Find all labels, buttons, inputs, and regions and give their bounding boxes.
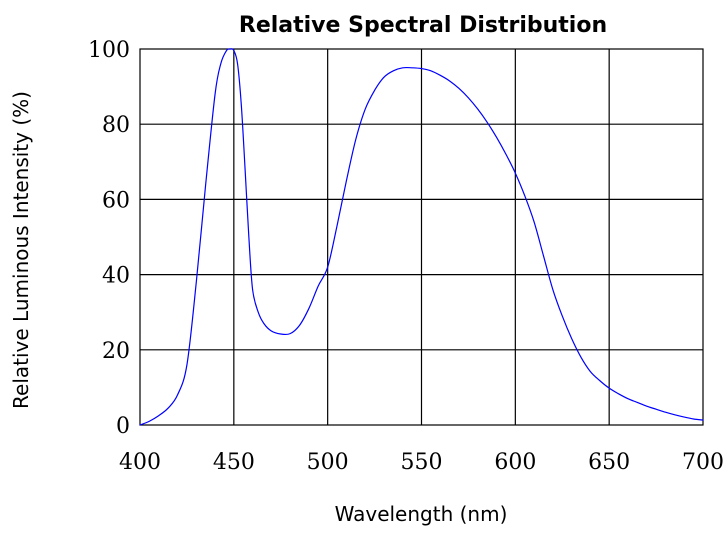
y-axis-label: Relative Luminous Intensity (%): [9, 91, 33, 409]
x-axis-ticks: 400 450 500 550 600 650 700: [119, 450, 724, 475]
x-tick-label: 650: [588, 450, 630, 475]
x-tick-label: 400: [119, 450, 161, 475]
y-axis-ticks: 0 20 40 60 80 100: [88, 38, 130, 439]
x-axis-label: Wavelength (nm): [335, 502, 508, 526]
y-tick-label: 0: [116, 414, 130, 439]
y-tick-label: 40: [102, 264, 130, 289]
spectrum-series-line: [139, 48, 704, 426]
plot-area-frame: [139, 48, 704, 426]
x-tick-label: 450: [213, 450, 255, 475]
grid-lines: [140, 49, 703, 425]
y-tick-label: 20: [102, 339, 130, 364]
y-tick-label: 100: [88, 38, 130, 63]
y-tick-label: 60: [102, 188, 130, 213]
x-tick-label: 500: [307, 450, 349, 475]
x-tick-label: 700: [682, 450, 724, 475]
chart-title: Relative Spectral Distribution: [239, 13, 607, 38]
y-tick-label: 80: [102, 113, 130, 138]
x-tick-label: 600: [494, 450, 536, 475]
x-tick-label: 550: [401, 450, 443, 475]
